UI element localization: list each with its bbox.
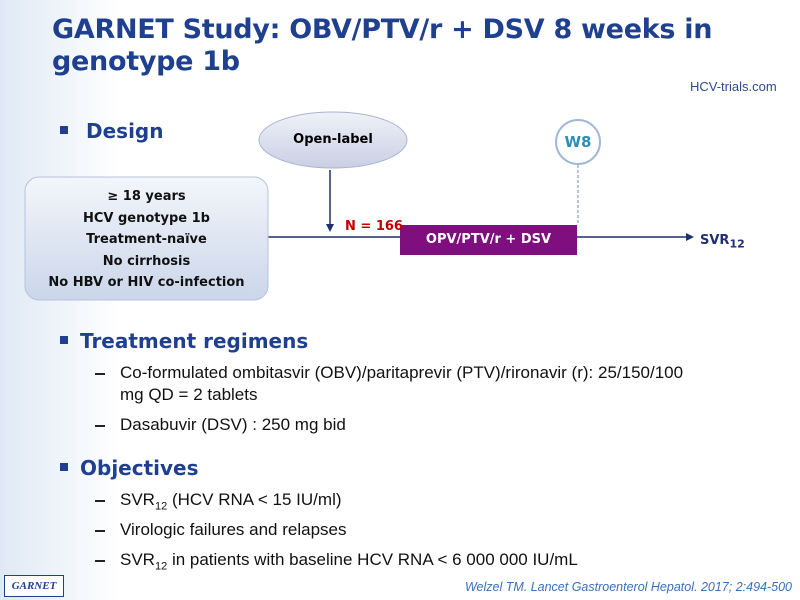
- criterion: HCV genotype 1b: [82, 210, 210, 226]
- title: genotype 1b: [52, 46, 240, 77]
- study-badge: GARNET: [4, 575, 64, 597]
- outcome-sub: 12: [729, 237, 745, 251]
- text: SVR: [120, 490, 155, 509]
- outcome: SVR12: [700, 233, 745, 251]
- treatment-item: Co-formulated ombitasvir (OBV)/paritapre…: [120, 363, 684, 404]
- criterion: Treatment-naïve: [86, 232, 207, 247]
- week-label: W8: [564, 133, 592, 151]
- bullet: [60, 463, 68, 471]
- criterion: ≥ 18 years: [107, 189, 186, 204]
- bullet: [60, 126, 68, 134]
- criteria-box: [24, 176, 269, 301]
- design-diagram: [24, 111, 694, 301]
- week-circle: [555, 119, 601, 165]
- arrow-head: [326, 224, 334, 232]
- criterion: No cirrhosis: [102, 253, 191, 269]
- subscript: 12: [154, 500, 168, 513]
- text: (HCV RNA < 15 IU/ml): [167, 490, 342, 509]
- dash: [95, 425, 105, 427]
- section-heading: Design: [86, 119, 164, 143]
- section-heading: Objectives: [80, 456, 199, 480]
- arrow-head: [686, 233, 694, 241]
- objective: SVR12 in patients with baseline HCV RNA …: [120, 549, 578, 577]
- criterion: No HBV or HIV co-infection: [48, 275, 245, 290]
- logo: HCV-trials.com: [690, 79, 777, 94]
- bullet: [60, 336, 68, 344]
- arm-label: OPV/PTV/r + DSV: [425, 232, 552, 247]
- arm-box: [400, 225, 577, 255]
- n-label: N = 166: [345, 219, 403, 234]
- text: SVR: [120, 550, 155, 569]
- objective: SVR12 (HCV RNA < 15 IU/ml): [120, 489, 342, 517]
- section-heading: Treatment regimens: [80, 329, 309, 353]
- open-label-ellipse: [258, 111, 408, 169]
- dash: [95, 530, 105, 532]
- text: Virologic failures and relapses: [120, 520, 347, 539]
- citation: Welzel TM. Lancet Gastroenterol Hepatol.…: [464, 580, 792, 594]
- title: GARNET Study: OBV/PTV/r + DSV 8 weeks in: [52, 14, 713, 45]
- dash: [95, 373, 105, 375]
- dash: [95, 560, 105, 562]
- objective: Virologic failures and relapses: [120, 519, 346, 541]
- treatment-item: Dasabuvir (DSV) : 250 mg bid: [120, 415, 346, 434]
- dash: [95, 500, 105, 502]
- text: in patients with baseline HCV RNA < 6 00…: [167, 550, 578, 569]
- open-label: Open-label: [293, 132, 373, 147]
- subscript: 12: [154, 560, 168, 573]
- outcome-main: SVR: [700, 233, 730, 248]
